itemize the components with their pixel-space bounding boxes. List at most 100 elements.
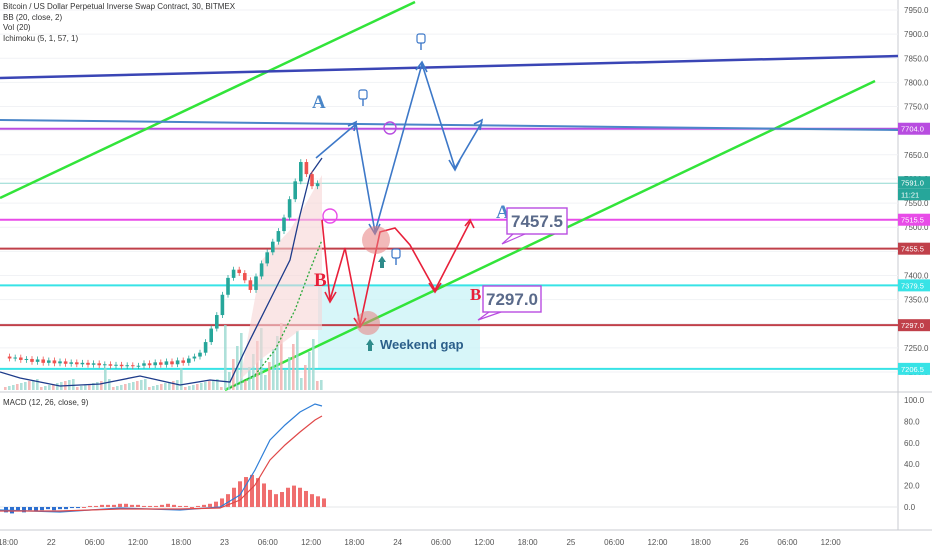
- candle-body: [237, 269, 241, 274]
- macd-tick-label: 60.0: [904, 439, 920, 448]
- macd-hist-bar: [130, 504, 134, 507]
- volume-bar: [108, 379, 111, 390]
- callout-box: [482, 285, 542, 313]
- green-trendline-lower: [224, 79, 876, 392]
- candle-body: [125, 365, 129, 367]
- candle-body: [282, 217, 286, 232]
- price-tick-label: 7500.0: [904, 223, 929, 232]
- volume-bar: [4, 387, 7, 390]
- blue-arrow-head: [415, 60, 428, 73]
- candle-body: [97, 363, 101, 366]
- volume-bar: [300, 378, 303, 390]
- candle-body: [299, 162, 303, 182]
- volume-bar: [212, 380, 215, 390]
- ichimoku-line: [229, 239, 323, 389]
- macd-hist-bar: [40, 507, 44, 511]
- macd-hist-bar: [28, 507, 32, 511]
- steel-trendline: [0, 119, 899, 131]
- candle-body: [164, 361, 169, 365]
- volume-bar: [224, 325, 227, 390]
- price-label-tag: [898, 188, 930, 201]
- time-tick-label: 06:00: [258, 538, 279, 547]
- volume-bar: [228, 372, 231, 390]
- price-tick-label: 7250.0: [904, 344, 929, 353]
- volume-bar: [156, 385, 159, 390]
- candle-body: [13, 357, 17, 359]
- volume-bar: [240, 333, 243, 390]
- volume-bar: [8, 386, 11, 390]
- pointing-hand-icon: [358, 89, 368, 106]
- candle-body: [310, 174, 314, 187]
- red-arrow-head: [464, 218, 475, 229]
- volume-bar: [268, 362, 271, 390]
- candle-body: [259, 263, 264, 277]
- volume-bar: [124, 384, 127, 390]
- volume-bar: [256, 341, 259, 390]
- time-tick-label: 23: [220, 538, 229, 547]
- macd-hist-bar: [112, 504, 116, 507]
- volume-bar: [184, 387, 187, 390]
- price-label-text: 7297.0: [901, 321, 924, 330]
- candle-body: [287, 199, 292, 218]
- price-label-text: 7206.5: [901, 365, 924, 374]
- candle-body: [198, 352, 202, 357]
- candle-body: [52, 360, 57, 364]
- price-label-text: 7379.5: [901, 281, 924, 290]
- macd-hist-bar: [280, 492, 284, 507]
- macd-hist-bar: [322, 498, 326, 507]
- wave-label: A: [312, 92, 326, 113]
- price-tick-label: 7950.0: [904, 6, 929, 15]
- weekend-gap-label: Weekend gap: [380, 337, 464, 352]
- volume-bar: [128, 383, 131, 390]
- candle-body: [271, 241, 275, 253]
- macd-hist-bar: [232, 487, 236, 507]
- up-arrow-icon: [366, 339, 374, 351]
- volume-bar: [244, 380, 247, 390]
- price-label-tag: [898, 122, 930, 135]
- volume-bar: [52, 384, 55, 390]
- macd-hist-bar: [244, 477, 248, 507]
- candle-body: [159, 362, 163, 365]
- callout-box: [506, 207, 568, 235]
- up-arrow-icon: [378, 256, 386, 268]
- volume-bar: [220, 387, 223, 390]
- green-trendline-upper: [0, 0, 416, 200]
- volume-bar: [104, 368, 107, 390]
- candle-body: [153, 362, 157, 366]
- candle-body: [315, 183, 320, 187]
- macd-hist-bar: [100, 504, 104, 507]
- macd-hist-bar: [304, 490, 308, 507]
- price-tick-label: 7400.0: [904, 271, 929, 280]
- volume-bar: [40, 387, 43, 390]
- callout-7297: 7297.0: [477, 285, 542, 321]
- candle-body: [248, 280, 253, 290]
- candle-body: [220, 294, 225, 316]
- red-arrow-head: [428, 282, 442, 294]
- macd-hist-bar: [178, 505, 182, 507]
- volume-bar: [296, 331, 299, 390]
- macd-pane: 0.0 20.0 40.0 60.0 80.0 100.0: [0, 396, 925, 514]
- volume-bar: [80, 386, 83, 390]
- macd-tick-label: 40.0: [904, 460, 920, 469]
- macd-hist-bar: [142, 505, 146, 507]
- price-labels: 7704.0 7591.0 11:21 7515.5 7455.5 7379.5 7297.…: [898, 122, 930, 375]
- time-tick-label: 12:00: [821, 538, 842, 547]
- time-axis: 18:00 22 06:00 12:00 18:00 23 06:00 12:00 18:00 2…: [0, 538, 841, 547]
- macd-hist-bar: [82, 507, 86, 508]
- price-tick-label: 7900.0: [904, 30, 929, 39]
- time-tick-label: 12:00: [128, 538, 149, 547]
- volume-bar: [100, 381, 103, 390]
- macd-hist-bar: [298, 487, 302, 507]
- volume-bar: [304, 365, 307, 390]
- macd-hist-bar: [286, 487, 290, 507]
- macd-hist-bar: [52, 507, 56, 511]
- candle-body: [187, 358, 191, 363]
- sad-face-icon: [322, 208, 338, 224]
- candle-body: [209, 328, 213, 343]
- blue-arrow-head: [473, 118, 484, 131]
- price-label-text: 7704.0: [901, 125, 924, 134]
- macd-hist-bar: [22, 507, 26, 513]
- volume-bar: [112, 387, 115, 390]
- time-tick-label: 18:00: [691, 538, 712, 547]
